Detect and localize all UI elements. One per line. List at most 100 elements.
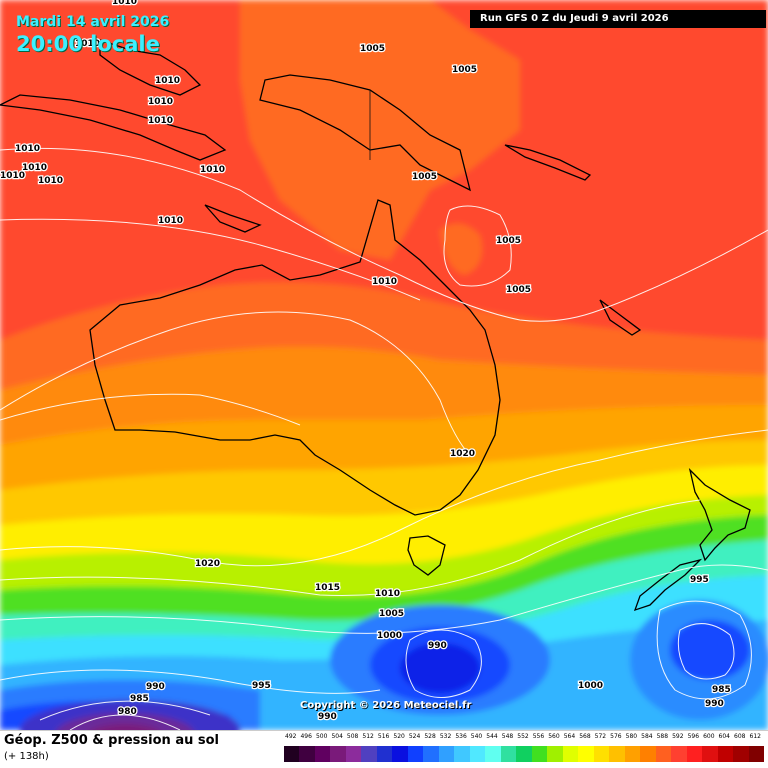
indonesia-coast-2 <box>99 39 202 96</box>
isobars <box>0 147 768 730</box>
legend-value: 544 <box>486 733 498 740</box>
legend-labels: 492 496 500 504 508 512 516 520 524 528 532 536 540 5… <box>284 733 764 745</box>
legend-swatch <box>500 746 517 762</box>
isobar-label: 990 <box>318 712 337 722</box>
isobar-label: 1010 <box>158 216 183 226</box>
legend-swatch <box>485 746 501 762</box>
legend-swatch <box>593 746 610 762</box>
legend-swatch <box>733 746 749 762</box>
legend-value: 512 <box>362 733 374 740</box>
isobar-label: 1010 <box>200 165 225 175</box>
legend-swatch <box>469 746 486 762</box>
legend-swatch <box>299 746 315 762</box>
legend-swatch <box>314 746 331 762</box>
legend-value: 536 <box>455 733 467 740</box>
timor-coast <box>204 204 262 233</box>
legend-swatch <box>284 746 300 762</box>
legend-swatch <box>655 746 672 762</box>
isobar-label: 1000 <box>377 631 402 641</box>
isobar-label: 1005 <box>452 65 477 75</box>
legend-swatch <box>407 746 424 762</box>
run-label: Run GFS 0 Z du Jeudi 9 avril 2026 <box>470 10 766 28</box>
legend-value: 580 <box>625 733 638 740</box>
isobar-label: 995 <box>690 575 709 585</box>
isobar-label: 1020 <box>195 559 220 569</box>
isobar-label: 1005 <box>496 236 521 246</box>
isobar-label: 985 <box>130 694 149 704</box>
isobar-label: 995 <box>252 681 271 691</box>
new-zealand-south-coast <box>633 558 703 612</box>
legend-value: 600 <box>703 733 715 740</box>
legend-swatch <box>438 746 455 762</box>
legend-swatch <box>640 746 656 762</box>
legend-swatch <box>376 746 393 762</box>
isobar-label: 1010 <box>372 277 397 287</box>
isobar-label: 1010 <box>38 176 63 186</box>
legend-value: 596 <box>687 733 700 740</box>
legend-value: 556 <box>532 733 545 740</box>
legend-value: 576 <box>610 733 622 740</box>
isobar-label: 1000 <box>578 681 603 691</box>
footer-bar: Géop. Z500 & pression au sol (+ 138h) 49… <box>0 730 768 768</box>
legend-value: 592 <box>672 733 684 740</box>
new-zealand-north-coast <box>688 467 751 562</box>
legend-swatch <box>717 746 734 762</box>
legend-swatch <box>531 746 548 762</box>
legend-value: 524 <box>408 733 421 740</box>
legend-value: 540 <box>470 733 483 740</box>
legend-swatch <box>748 746 765 762</box>
legend-swatch <box>671 746 687 762</box>
legend-swatch <box>516 746 532 762</box>
isobar-labels: 1010 1010 1010 1010 1010 1010 1010 1010 … <box>0 0 732 723</box>
geopotential-bands <box>0 0 768 730</box>
isobar-label: 1010 <box>75 39 100 49</box>
legend-value: 612 <box>749 733 761 740</box>
isobar-label: 1010 <box>0 171 25 181</box>
legend-value: 552 <box>517 733 529 740</box>
legend-swatch <box>330 746 346 762</box>
isobar-label: 1015 <box>315 583 340 593</box>
legend-swatch <box>423 746 439 762</box>
legend-bar <box>284 746 765 762</box>
tasmania-coast <box>407 535 446 576</box>
lead-time: (+ 138h) <box>4 751 49 762</box>
colour-legend: 492 496 500 504 508 512 516 520 524 528 532 536 540 5… <box>284 733 765 765</box>
forecast-time: 20:00 locale <box>16 32 160 56</box>
legend-value: 572 <box>594 733 607 740</box>
legend-value: 568 <box>579 733 591 740</box>
legend-swatch <box>345 746 362 762</box>
legend-value: 608 <box>734 733 746 740</box>
legend-swatch <box>547 746 563 762</box>
isobar-label: 1005 <box>506 285 531 295</box>
isobar-label: 1010 <box>22 163 47 173</box>
isobar-label: 1010 <box>375 589 400 599</box>
isobar-label: 1010 <box>155 76 180 86</box>
solomon-coast <box>504 144 592 181</box>
legend-value: 560 <box>548 733 560 740</box>
legend-swatch <box>361 746 377 762</box>
legend-value: 564 <box>563 733 576 740</box>
legend-value: 520 <box>393 733 405 740</box>
legend-value: 532 <box>439 733 452 740</box>
legend-swatch <box>578 746 594 762</box>
legend-value: 500 <box>315 733 328 740</box>
isobar-label: 990 <box>428 641 447 651</box>
indonesia-coast-1 <box>0 94 227 161</box>
legend-swatch <box>609 746 625 762</box>
coastlines <box>0 39 751 612</box>
legend-value: 516 <box>377 733 390 740</box>
isobar-label: 980 <box>118 707 137 717</box>
map-canvas: 1010 1010 1010 1010 1010 1010 1010 1010 … <box>0 0 768 730</box>
isobar-label: 1005 <box>360 44 385 54</box>
isobar-label: 985 <box>712 685 731 695</box>
legend-swatch <box>392 746 408 762</box>
copyright-notice: Copyright © 2026 Meteociel.fr <box>300 700 472 711</box>
isobar-label: 1005 <box>412 172 437 182</box>
legend-swatch <box>454 746 470 762</box>
legend-value: 548 <box>501 733 514 740</box>
legend-value: 508 <box>346 733 359 740</box>
isobar-label: 1005 <box>379 609 404 619</box>
isobar-label: 990 <box>705 699 724 709</box>
legend-swatch <box>702 746 718 762</box>
